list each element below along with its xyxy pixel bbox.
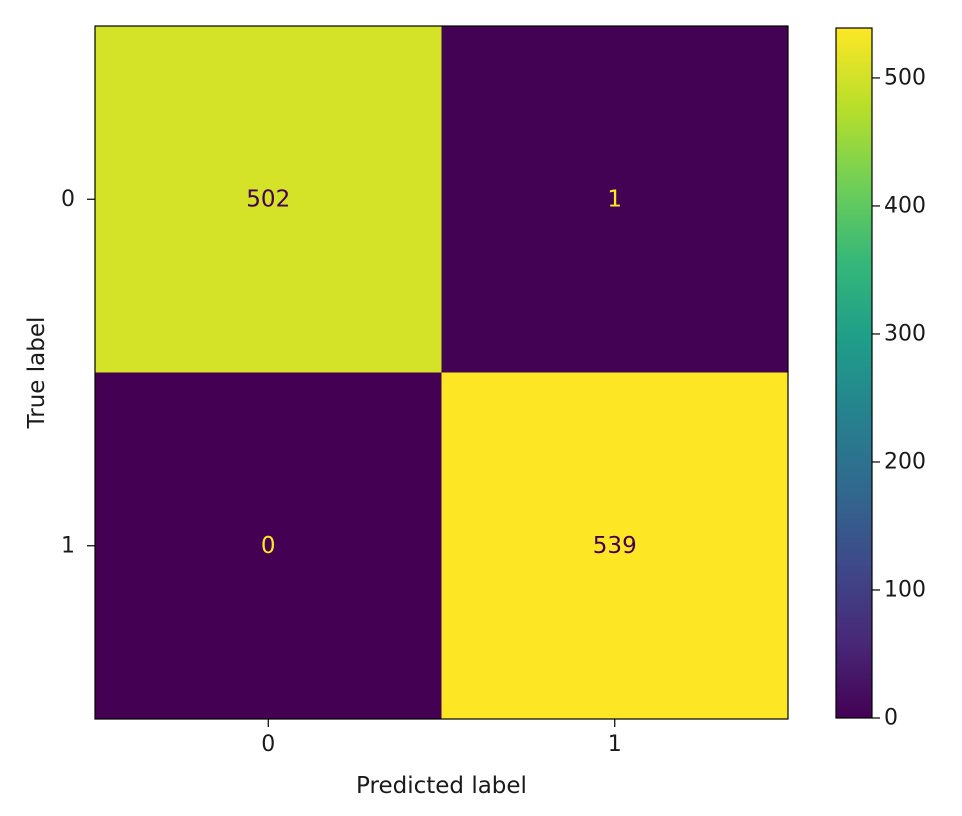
heatmap-cell-r1-c1 — [441, 372, 788, 719]
cell-value-label-r1-c1: 539 — [593, 533, 637, 559]
y-axis-label: True label — [24, 317, 50, 430]
colorbar-ticks: 0 100 200 300 400 500 — [872, 65, 926, 731]
y-axis-ticks: 01 — [61, 187, 95, 558]
colorbar-tick-label-5: 500 — [884, 65, 926, 90]
colorbar-tick-label-4: 400 — [884, 193, 926, 218]
heatmap-cell-r1-c0 — [95, 372, 442, 719]
heatmap-cell-r0-c1 — [441, 26, 788, 373]
colorbar-tick-label-1: 100 — [884, 577, 926, 602]
y-tick-label-0: 0 — [61, 187, 75, 212]
plot-frame — [94, 25, 789, 720]
colorbar-tick-label-3: 300 — [884, 321, 926, 346]
cell-value-label-r0-c1: 1 — [607, 186, 622, 212]
colorbar — [835, 27, 873, 719]
x-tick-label-1: 1 — [608, 732, 622, 757]
cell-value-label-r0-c0: 502 — [246, 186, 290, 212]
heatmap-cells — [95, 26, 788, 719]
y-tick-label-1: 1 — [61, 533, 75, 558]
cell-value-label-r1-c0: 0 — [261, 533, 276, 559]
heatmap-cell-labels: 502 1 0 539 — [246, 186, 636, 559]
heatmap-cell-r0-c0 — [95, 26, 442, 373]
x-axis-label: Predicted label — [356, 773, 527, 799]
colorbar-tick-label-0: 0 — [884, 706, 898, 731]
x-tick-label-0: 0 — [261, 732, 275, 757]
colorbar-tick-label-2: 200 — [884, 449, 926, 474]
